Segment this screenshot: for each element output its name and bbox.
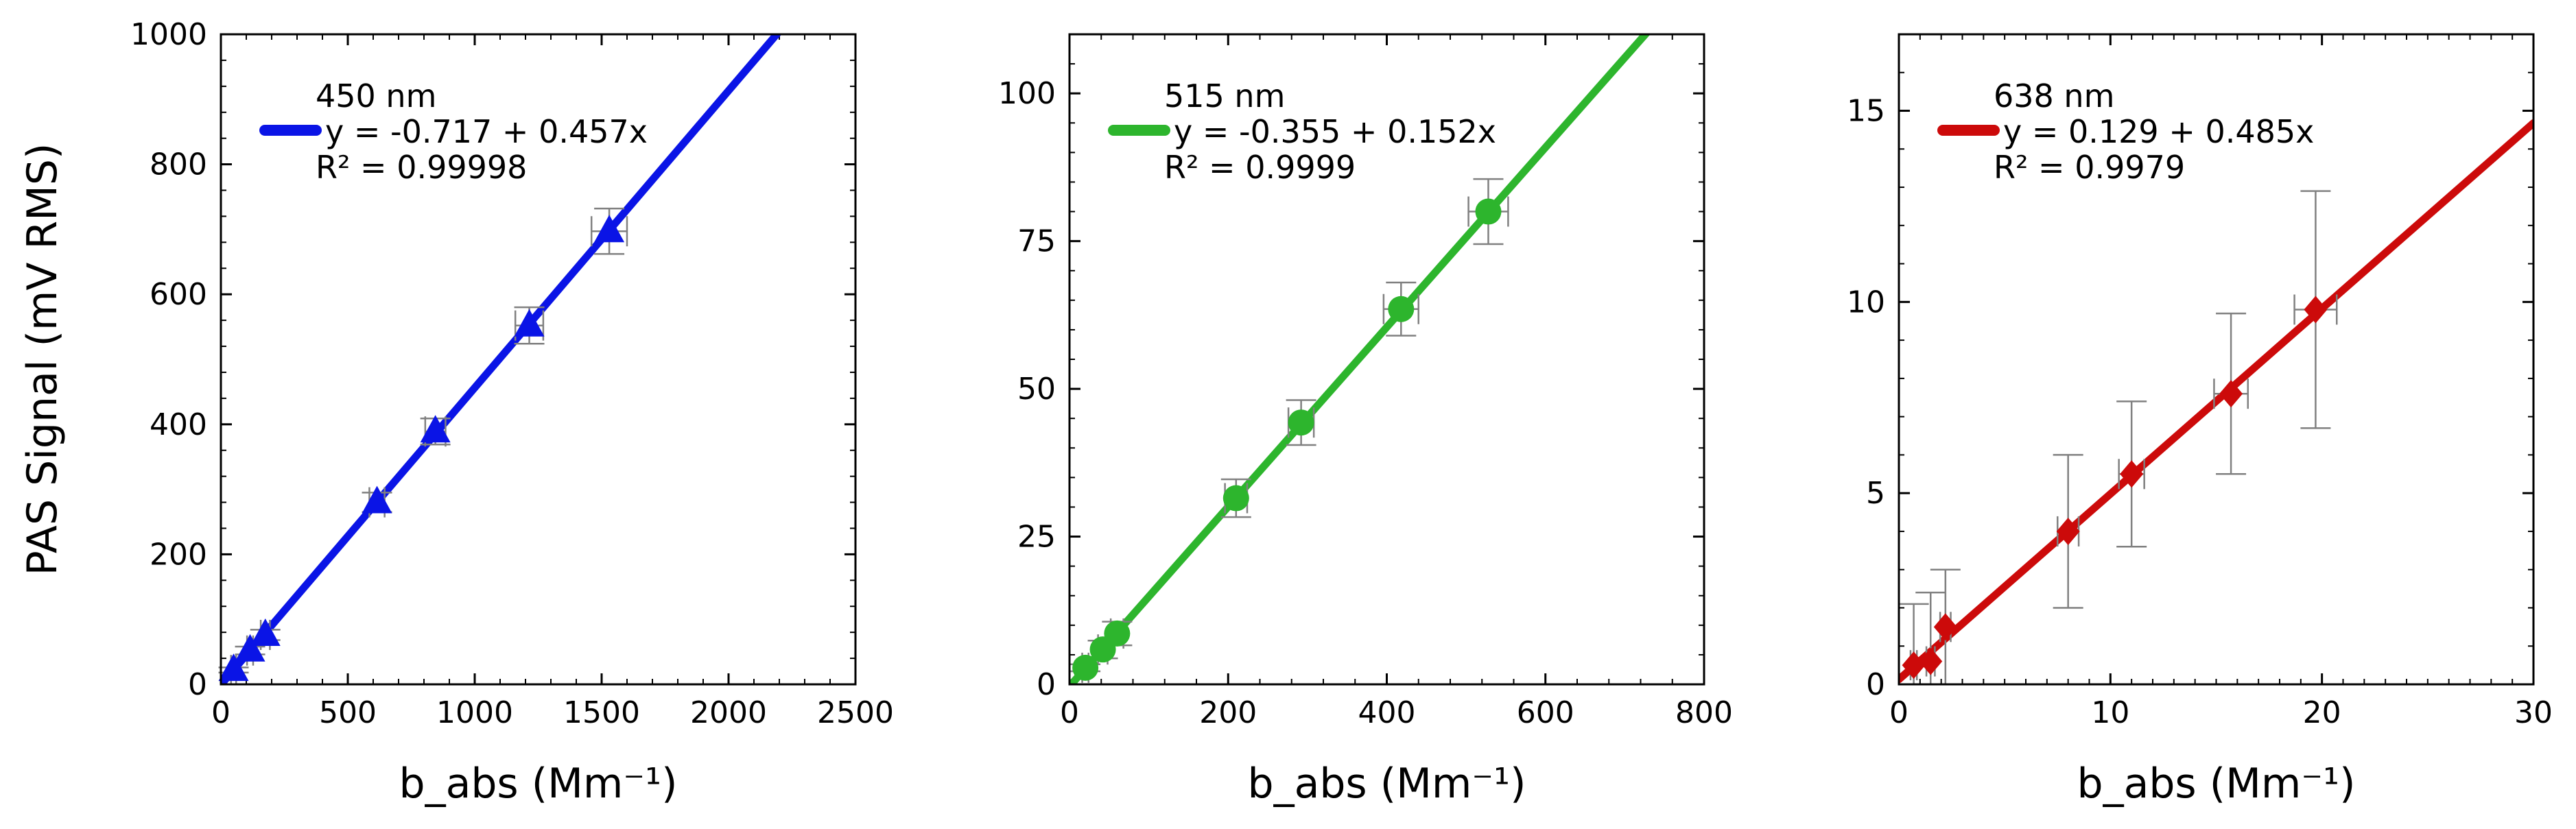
data-markers bbox=[1902, 296, 2328, 680]
y-tick-label: 0 bbox=[1037, 667, 1056, 702]
chart-panel-2: 0 200 400 600 800 0 25 50 75 100 515 nmy = -0.355 … bbox=[998, 33, 1733, 808]
legend-r-squared: R² = 0.9999 bbox=[1164, 149, 1356, 186]
x-tick-label: 0 bbox=[211, 695, 231, 730]
legend-equation: y = -0.717 + 0.457x bbox=[325, 113, 648, 150]
y-tick-label: 0 bbox=[1866, 667, 1885, 702]
data-point-circle bbox=[1288, 409, 1314, 436]
x-axis-label: b_abs (Mm⁻¹) bbox=[1247, 760, 1526, 808]
x-tick-label: 10 bbox=[2091, 695, 2129, 730]
data-point-circle bbox=[1222, 485, 1249, 512]
y-tick-label: 5 bbox=[1866, 476, 1885, 511]
x-tick-label: 1500 bbox=[563, 695, 640, 730]
data-point-diamond bbox=[2304, 296, 2328, 324]
y-tick-label: 800 bbox=[150, 147, 207, 182]
data-point-circle bbox=[1388, 296, 1415, 322]
data-point-triangle bbox=[218, 653, 249, 682]
fit-line-group bbox=[1899, 119, 2533, 684]
x-tick-label: 500 bbox=[319, 695, 377, 730]
data-point-triangle bbox=[362, 485, 392, 514]
x-tick-label: 30 bbox=[2514, 695, 2553, 730]
fit-line-group bbox=[1070, 34, 1651, 684]
data-point-diamond bbox=[1933, 613, 1957, 641]
fit-line bbox=[221, 34, 782, 684]
shared-y-axis-label: PAS Signal (mV RMS) bbox=[19, 143, 67, 576]
fit-line bbox=[1070, 34, 1651, 684]
x-tick-label: 0 bbox=[1889, 695, 1909, 730]
x-tick-label: 2500 bbox=[817, 695, 894, 730]
x-tick-label: 20 bbox=[2303, 695, 2341, 730]
x-tick-label: 0 bbox=[1060, 695, 1079, 730]
legend-title: 450 nm bbox=[316, 77, 436, 115]
data-point-diamond bbox=[2219, 380, 2243, 408]
data-point-triangle bbox=[235, 634, 265, 662]
y-tick-label: 100 bbox=[998, 76, 1056, 111]
plot-frame bbox=[220, 33, 857, 686]
data-point-circle bbox=[1475, 198, 1502, 225]
data-point-triangle bbox=[594, 215, 625, 243]
error-bars bbox=[1898, 190, 2338, 686]
chart-panel-1: 0 500 1000 1500 2000 2500 0 200 400 600 800 1000 450… bbox=[130, 17, 894, 808]
plot-frame bbox=[1898, 33, 2535, 686]
data-point-circle bbox=[1072, 654, 1099, 681]
legend-title: 515 nm bbox=[1164, 77, 1285, 115]
legend-equation: y = -0.355 + 0.152x bbox=[1174, 113, 1496, 150]
data-point-diamond bbox=[2120, 460, 2144, 488]
legend-r-squared: R² = 0.99998 bbox=[316, 149, 527, 186]
data-point-circle bbox=[1104, 620, 1131, 647]
data-markers bbox=[1072, 198, 1502, 681]
y-tick-label: 25 bbox=[1017, 520, 1056, 555]
y-tick-label: 0 bbox=[188, 667, 207, 702]
data-point-diamond bbox=[2056, 517, 2080, 545]
data-point-triangle bbox=[514, 309, 545, 337]
y-tick-label: 75 bbox=[1017, 224, 1056, 259]
x-tick-label: 800 bbox=[1675, 695, 1733, 730]
x-tick-label: 2000 bbox=[690, 695, 767, 730]
x-tick-label: 1000 bbox=[436, 695, 513, 730]
legend-title: 638 nm bbox=[1994, 77, 2114, 115]
fit-line bbox=[1899, 119, 2533, 684]
y-tick-label: 50 bbox=[1017, 372, 1056, 407]
legend-r-squared: R² = 0.9979 bbox=[1994, 149, 2185, 186]
y-tick-label: 15 bbox=[1847, 94, 1885, 129]
data-markers bbox=[218, 215, 625, 682]
x-axis-label: b_abs (Mm⁻¹) bbox=[2077, 760, 2355, 808]
x-tick-label: 200 bbox=[1199, 695, 1257, 730]
chart-panel-3: 0 10 20 30 0 5 10 15 638 nmy = 0.129 + 0.485xR² … bbox=[1847, 33, 2553, 808]
x-tick-label: 400 bbox=[1358, 695, 1416, 730]
fit-line-group bbox=[221, 34, 782, 684]
data-point-diamond bbox=[1902, 651, 1926, 680]
legend-equation: y = 0.129 + 0.485x bbox=[2003, 113, 2314, 150]
y-tick-label: 10 bbox=[1847, 285, 1885, 320]
y-tick-label: 400 bbox=[150, 407, 207, 442]
y-tick-label: 200 bbox=[150, 537, 207, 572]
data-point-diamond bbox=[1919, 647, 1943, 675]
x-axis-label: b_abs (Mm⁻¹) bbox=[399, 760, 677, 808]
data-point-triangle bbox=[250, 618, 281, 646]
y-tick-label: 600 bbox=[150, 277, 207, 312]
data-point-triangle bbox=[420, 415, 451, 443]
y-tick-label: 1000 bbox=[130, 17, 207, 52]
plot-frame bbox=[1068, 33, 1705, 686]
x-tick-label: 600 bbox=[1517, 695, 1574, 730]
